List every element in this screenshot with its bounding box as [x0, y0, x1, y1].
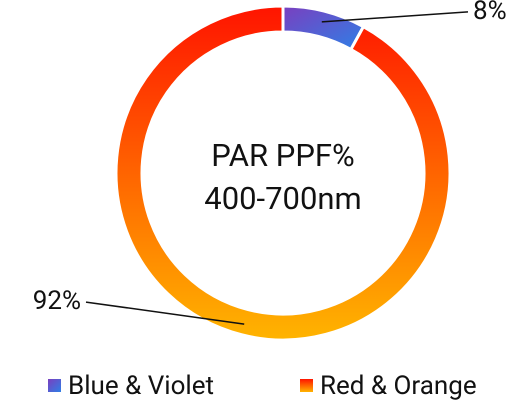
donut-segment	[114, 4, 452, 342]
chart-title: PAR PPF%	[211, 137, 354, 174]
legend-label: Blue & Violet	[68, 371, 214, 401]
donut-segment	[281, 4, 366, 52]
data-label: 8%	[473, 0, 507, 26]
leader-line	[85, 301, 245, 325]
legend-swatch	[48, 379, 61, 392]
legend-swatch	[300, 379, 313, 392]
legend-label: Red & Orange	[320, 371, 477, 401]
chart-subtitle: 400-700nm	[204, 180, 361, 217]
data-label: 92%	[33, 286, 81, 316]
leader-line	[321, 11, 469, 23]
